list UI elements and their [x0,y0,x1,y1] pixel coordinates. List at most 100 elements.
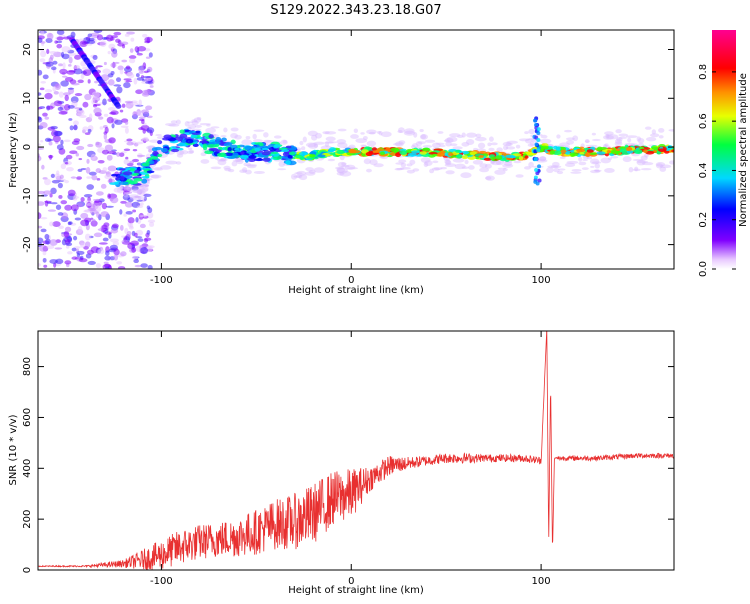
spectrogram-ridge-cell [239,154,249,160]
spectrogram-speckle [104,174,113,180]
spectrogram-halo [591,138,601,142]
spectrogram-y-tick-label: -20 [22,236,33,252]
spectrogram-halo [533,133,543,137]
spectrogram-halo [564,129,572,133]
spectrogram-speckle [60,139,64,146]
snr-x-label: Height of straight line (km) [288,585,424,596]
spectrogram-speckle [74,54,82,60]
spectrogram-halo [552,161,560,167]
spectrogram-speckle [38,143,41,146]
spectrogram-spike [536,148,541,153]
spectrogram-speckle [135,73,140,78]
spectrogram-speckle [125,156,129,160]
spectrogram-speckle [42,251,47,256]
spectrogram-speckle [49,154,53,160]
spectrogram-speckle [56,36,64,41]
spectrogram-halo [475,133,482,138]
spectrogram-speckle [143,196,147,201]
spectrogram-ridge-cell [163,134,172,139]
spectrogram-ridge-cell [206,144,217,148]
spectrogram-speckle [125,65,131,70]
spectrogram-ridge-cell [255,158,263,161]
spectrogram-speckle [49,193,53,198]
spectrogram-speckle [48,51,58,54]
spectrogram-halo [252,139,263,143]
spectrogram-halo [450,143,458,147]
spectrogram-halo [298,174,308,181]
spectrogram-speckle [88,37,95,42]
spectrogram-halo [194,124,202,128]
spectrogram-speckle [113,84,122,87]
spectrogram-speckle [126,138,133,142]
spectrogram-speckle [62,62,66,69]
spectrogram-halo [337,161,347,168]
spectrogram-speckle [80,73,85,79]
spectrogram-ridge-cell [150,155,159,160]
spectrogram-halo [461,132,466,138]
spectrogram-halo [336,138,347,145]
spectrogram-speckle [101,149,110,155]
spectrogram-halo [191,119,198,123]
spectrogram-speckle [123,78,132,81]
spectrogram-ridge-cell [192,143,199,148]
spectrogram-halo [313,167,325,173]
spectrogram-speckle [121,103,126,108]
spectrogram-halo [445,160,452,166]
spectrogram-speckle [38,69,43,76]
spectrogram-speckle [103,113,109,117]
spectrogram-ridge-cell [132,172,140,176]
spectrogram-speckle [45,61,54,67]
spectrogram-speckle [77,109,85,116]
spectrogram-speckle [120,125,129,128]
spectrogram-halo [589,158,600,165]
spectrogram-speckle [95,191,104,196]
spectrogram-halo [535,158,548,163]
spectrogram-speckle [138,99,142,106]
spectrogram-speckle [120,41,129,46]
spectrogram-speckle [66,166,74,172]
spectrogram-halo [413,131,418,138]
spectrogram-speckle [64,179,70,184]
spectrogram-halo [395,162,404,165]
spectrogram-halo [539,156,547,162]
spectrogram-halo [219,158,228,162]
spectrogram-ridge-cell [626,146,633,151]
spectrogram-speckle [131,185,139,191]
spectrogram-ridge-cell [240,151,245,155]
spectrogram-speckle [83,193,93,198]
spectrogram-halo [140,183,149,188]
spectrogram-halo [187,121,194,124]
spectrogram-ridge-cell [380,151,385,156]
spectrogram-speckle [67,64,72,67]
spectrogram-ridge-cell [658,148,667,152]
spectrogram-halo [655,163,664,169]
spectrogram-speckle [132,111,137,117]
spectrogram-halo [188,149,195,154]
spectrogram-spike [536,130,541,135]
spectrogram-halo [214,155,220,160]
spectrogram-speckle [52,60,58,65]
spectrogram-halo [366,140,377,147]
spectrogram-speckle [74,217,82,221]
spectrogram-speckle [111,123,115,129]
spectrogram-halo [490,142,498,146]
spectrogram-speckle [82,101,89,108]
spectrogram-speckle [95,263,101,269]
spectrogram-ridge-cell [455,153,463,159]
spectrogram-speckle [119,224,124,231]
spectrogram-halo [658,128,665,133]
spectrogram-speckle [127,197,134,203]
spectrogram-speckle [97,248,105,255]
spectrogram-halo [456,134,464,138]
spectrogram-halo [325,136,336,142]
spectrogram-halo [196,116,202,121]
spectrogram-speckle [67,52,77,57]
spectrogram-halo [614,141,623,147]
spectrogram-speckle [109,244,118,251]
spectrogram-halo [232,159,243,162]
snr-series-line [38,331,674,570]
spectrogram-halo [200,152,207,157]
spectrogram-ridge-cell [170,148,180,153]
spectrogram-ridge-cell [261,151,271,156]
spectrogram-speckle [84,209,90,213]
